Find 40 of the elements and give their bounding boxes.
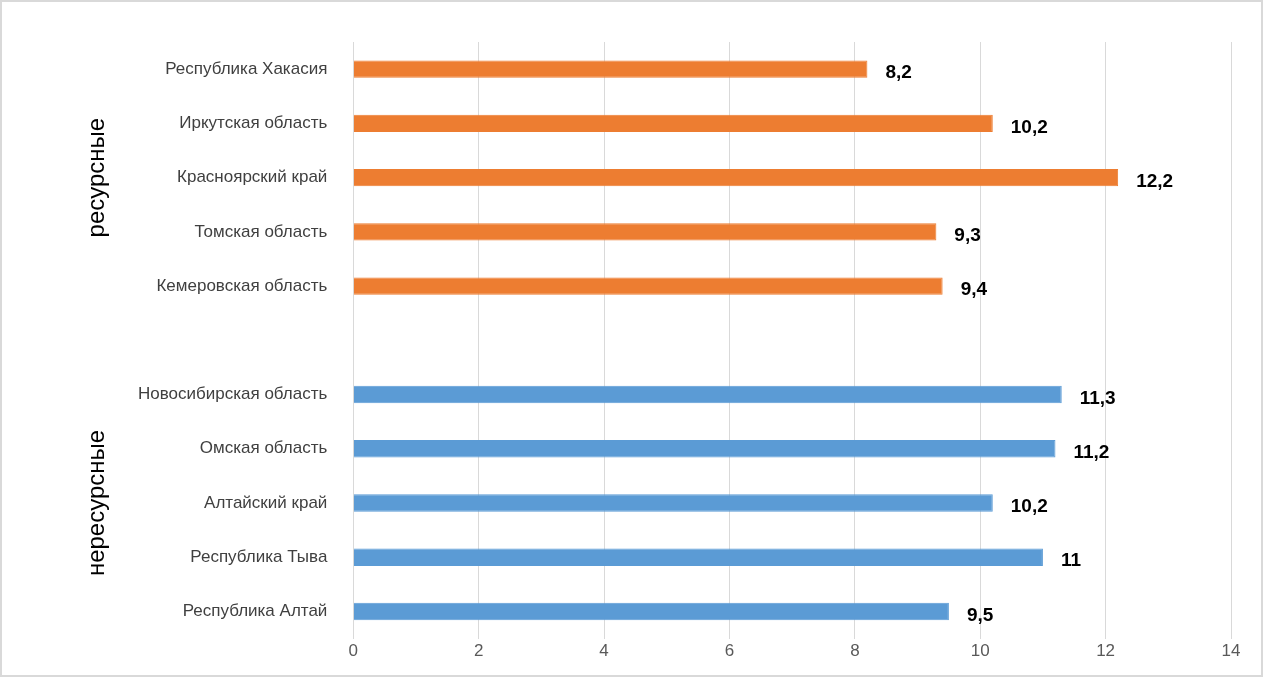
y-tick-label: Иркутская область <box>179 113 328 133</box>
bar <box>353 114 993 133</box>
y-tick-label: Республика Алтай <box>182 601 328 621</box>
x-tick-label: 6 <box>724 641 735 661</box>
data-label: 9,3 <box>954 224 981 246</box>
bar <box>353 494 993 512</box>
y-tick-label: Республика Тыва <box>190 546 328 566</box>
x-tick-label: 12 <box>1096 641 1116 661</box>
bar <box>353 277 943 295</box>
data-label: 11,3 <box>1079 386 1116 408</box>
bar <box>353 223 937 241</box>
data-label: 10,2 <box>1010 495 1048 517</box>
bar <box>353 60 868 78</box>
y-tick-label: Омская область <box>199 438 328 458</box>
bar <box>353 440 1056 458</box>
bar <box>353 548 1043 566</box>
y-tick-label: Алтайский край <box>204 492 328 512</box>
text: нересурсные <box>81 429 109 577</box>
y-tick-label: Республика Хакасия <box>165 58 328 78</box>
data-label: 8,2 <box>885 61 912 83</box>
x-tick-label: 4 <box>599 641 609 661</box>
x-tick-label: 10 <box>970 641 990 661</box>
data-label: 11,2 <box>1073 441 1110 463</box>
y-tick-label: Томская область <box>194 221 328 241</box>
x-tick-label: 2 <box>473 641 484 661</box>
bar <box>353 602 949 621</box>
y-tick-label: Новосибирская область <box>137 384 328 404</box>
x-tick-label: 8 <box>850 641 860 661</box>
bar <box>353 385 1062 404</box>
data-label: 11 <box>1060 549 1082 571</box>
x-tick-label: 14 <box>1221 641 1241 661</box>
data-label: 10,2 <box>1010 115 1048 137</box>
bar <box>353 168 1119 187</box>
y-tick-label: Кемеровская область <box>156 275 328 295</box>
y-tick-label: Красноярский край <box>177 167 328 187</box>
x-tick-label: 0 <box>348 641 359 661</box>
data-label: 9,4 <box>960 278 988 300</box>
data-label: 9,5 <box>966 603 994 625</box>
data-label: 12,2 <box>1136 169 1174 191</box>
text: ресурсные <box>81 117 109 238</box>
